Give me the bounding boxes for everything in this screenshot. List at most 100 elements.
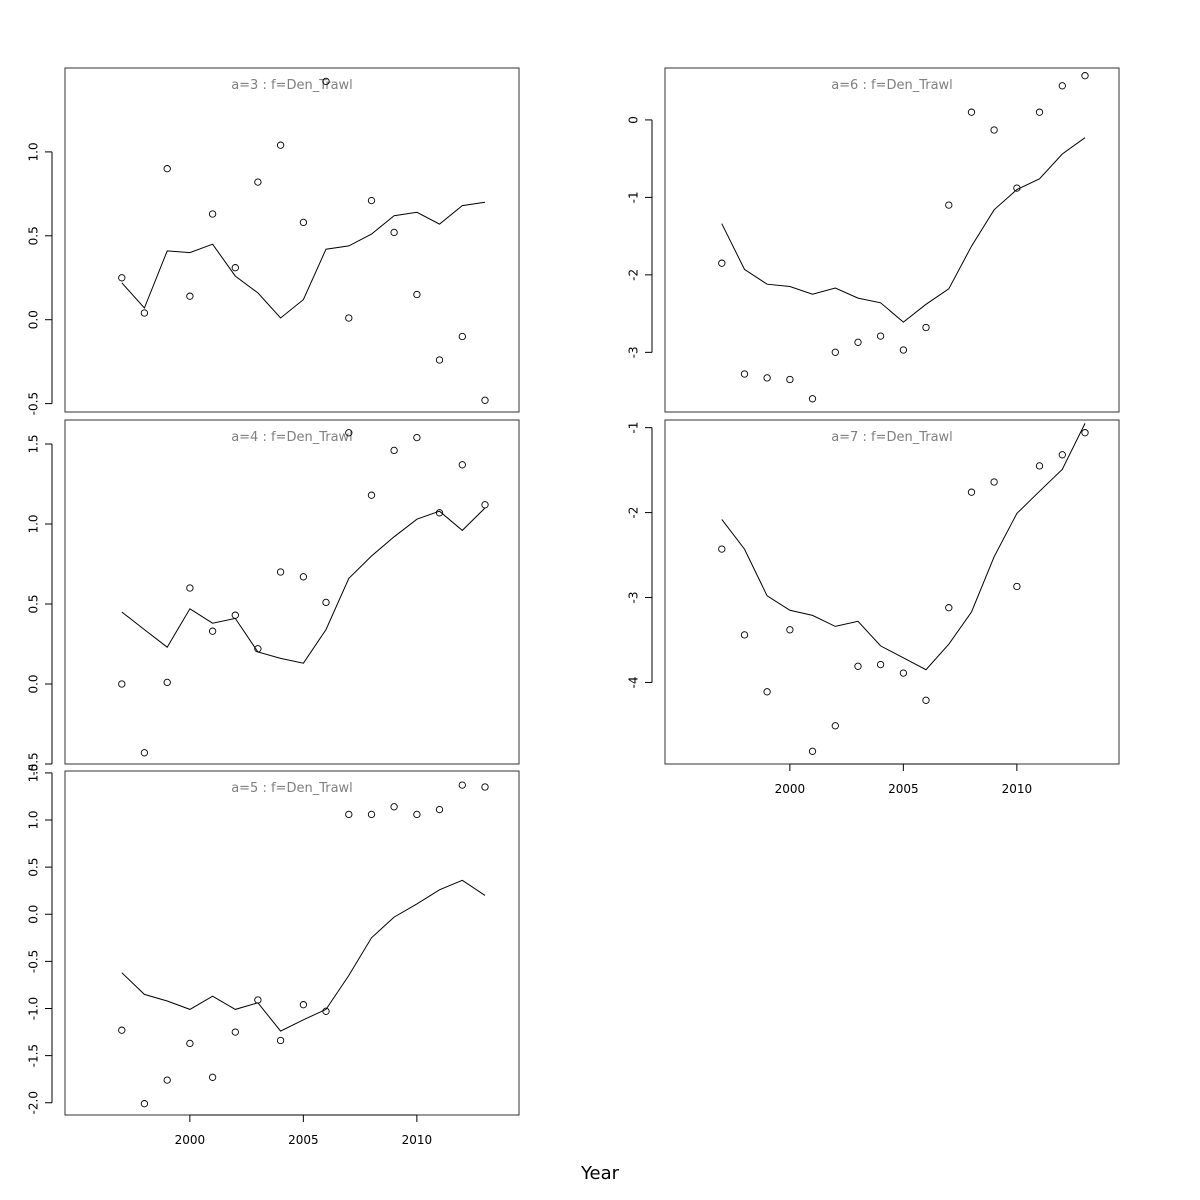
observed-point <box>967 488 976 496</box>
observed-point <box>458 781 466 789</box>
panel-title: a=3 : f=Den_Trawl <box>231 78 353 93</box>
y-tick-label: 1.0 <box>27 142 41 161</box>
panel-1: a=4 : f=Den_Trawl -0.5 0.0 0.5 1.0 1.5 <box>27 419 520 776</box>
observed-point <box>945 604 953 612</box>
x-axis-label: Year <box>580 1163 620 1184</box>
observed-point <box>1058 451 1066 459</box>
observed-point <box>1035 108 1044 116</box>
observed-point <box>208 210 217 218</box>
observed-point <box>390 803 398 811</box>
y-tick-label: 0.5 <box>27 594 41 613</box>
observed-point <box>435 509 444 517</box>
observed-point <box>718 545 726 553</box>
observed-point <box>276 1036 285 1045</box>
observed-point <box>831 348 839 356</box>
observed-point <box>186 292 194 300</box>
panel-title: a=5 : f=Den_Trawl <box>231 781 353 796</box>
observed-point <box>231 611 239 619</box>
observed-point <box>922 323 930 332</box>
y-tick-label: -0.5 <box>27 950 41 973</box>
fitted-line <box>121 507 486 664</box>
observed-point <box>786 375 794 384</box>
y-tick-label: 1.5 <box>27 763 41 782</box>
observed-point <box>458 332 466 341</box>
y-tick-label: -2.0 <box>27 1091 41 1114</box>
y-tick-label: 1.0 <box>27 514 41 533</box>
observed-point <box>481 396 489 404</box>
y-tick-label: -0.5 <box>27 752 41 775</box>
y-tick-label: 0.5 <box>27 858 41 877</box>
y-tick-label: -1.5 <box>27 1044 41 1067</box>
observed-point <box>186 584 194 592</box>
panel-3: a=6 : f=Den_Trawl -3 -2 -1 0 <box>627 67 1120 413</box>
observed-point <box>763 688 771 696</box>
observed-point <box>786 626 794 634</box>
observed-point <box>740 631 749 639</box>
observed-point <box>740 370 749 378</box>
observed-point <box>990 478 998 486</box>
plot-area <box>718 423 1089 755</box>
observed-point <box>876 660 885 669</box>
plot-area <box>718 72 1089 403</box>
y-tick-label: -2 <box>627 269 641 281</box>
observed-point <box>322 1007 330 1015</box>
observed-point <box>208 627 217 635</box>
observed-point <box>1035 462 1044 470</box>
panel-2: a=5 : f=Den_Trawl -2.0 -1.5 -1.0 -0.5 0.0 0.5 1… <box>27 763 520 1147</box>
observed-point <box>140 309 149 317</box>
plot-frame <box>64 67 520 413</box>
observed-point <box>254 645 262 653</box>
observed-point <box>808 747 817 755</box>
observed-point <box>763 374 771 382</box>
x-tick-label: 2005 <box>288 1133 319 1147</box>
observed-point <box>276 141 285 149</box>
y-tick-label: 1.0 <box>27 810 41 829</box>
observed-point <box>254 996 262 1004</box>
observed-point <box>322 77 330 86</box>
observed-point <box>118 274 126 282</box>
observed-point <box>1081 72 1089 80</box>
observed-point <box>163 165 171 173</box>
observed-point <box>390 446 398 455</box>
observed-point <box>254 178 262 186</box>
observed-point <box>186 1039 194 1048</box>
observed-point <box>413 290 421 299</box>
panel-title: a=7 : f=Den_Trawl <box>831 430 953 445</box>
y-tick-label: 0 <box>627 116 641 124</box>
observed-point <box>299 573 308 581</box>
observed-point <box>413 433 421 442</box>
observed-point <box>345 810 353 819</box>
observed-point <box>163 1076 171 1084</box>
plot-area <box>118 781 489 1108</box>
y-tick-label: 0.5 <box>27 226 41 245</box>
panel-0: a=3 : f=Den_Trawl -0.5 0.0 0.5 1.0 <box>27 67 520 415</box>
x-tick-label: 2010 <box>402 1133 433 1147</box>
observed-point <box>435 805 444 814</box>
observed-point <box>899 346 908 354</box>
observed-point <box>854 338 862 346</box>
observed-point <box>367 491 376 499</box>
plot-frame <box>64 419 520 765</box>
x-tick-label: 2005 <box>888 782 919 796</box>
fitted-line <box>721 137 1086 323</box>
panel-title: a=6 : f=Den_Trawl <box>831 78 953 93</box>
plot-area <box>118 77 489 404</box>
y-tick-label: 0.0 <box>27 905 41 924</box>
observed-point <box>1013 184 1021 192</box>
plot-area <box>118 429 489 757</box>
observed-point <box>1013 582 1021 591</box>
observed-point <box>1081 429 1089 437</box>
y-tick-label: 1.5 <box>27 434 41 453</box>
x-tick-label: 2000 <box>775 782 806 796</box>
observed-point <box>345 429 353 437</box>
observed-point <box>413 810 421 819</box>
observed-point <box>118 680 126 688</box>
observed-point <box>299 218 308 227</box>
fitted-line <box>121 879 486 1032</box>
y-tick-label: -1 <box>627 422 641 434</box>
observed-point <box>876 332 885 340</box>
observed-point <box>945 201 953 209</box>
observed-point <box>922 696 930 704</box>
fitted-line <box>721 423 1086 671</box>
